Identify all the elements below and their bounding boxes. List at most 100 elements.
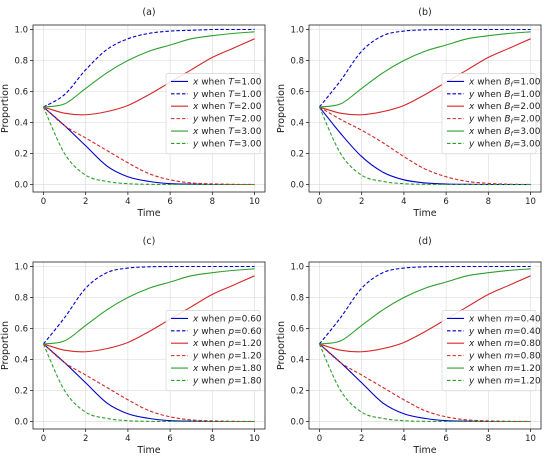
series-line-3	[43, 343, 255, 423]
y-tick-label: 0.4	[290, 355, 304, 365]
legend: x when T=1.00 y when T=1.00 x when T=2.00 y…	[165, 73, 262, 155]
y-tick-label: 0.8	[290, 57, 304, 67]
y-tick-label: 0.6	[14, 324, 28, 334]
legend-label: x when m=0.40	[468, 314, 541, 324]
y-tick-label: 0.8	[290, 294, 304, 304]
x-tick-label: 8	[210, 197, 215, 207]
series-line-5	[318, 106, 531, 186]
series-line-5	[42, 343, 255, 423]
y-tick-label: 0.6	[14, 87, 28, 97]
legend-label: y when Bf=2.00	[468, 115, 541, 126]
y-tick-label: 0.4	[14, 355, 28, 365]
y-axis-label: Proportion	[0, 84, 11, 133]
legend-label: y when p=1.80	[192, 376, 262, 386]
x-tick-label: 0	[41, 434, 46, 444]
legend-label: y when T=3.00	[192, 139, 262, 149]
panel-title: (b)	[418, 7, 431, 18]
plot-frame	[308, 24, 542, 193]
y-axis-label: Proportion	[0, 321, 11, 370]
x-tick-label: 4	[401, 197, 406, 207]
series-line-4	[319, 268, 531, 345]
legend-label: y when T=2.00	[192, 115, 262, 125]
legend-label: x when p=1.20	[192, 339, 262, 349]
legend-box	[441, 310, 537, 392]
y-axis-label: Proportion	[276, 321, 287, 370]
plot-frame	[32, 24, 266, 193]
legend-label: y when Bf=1.00	[468, 90, 541, 101]
plot-frame	[308, 261, 542, 430]
y-tick-label: 0.0	[290, 417, 304, 427]
y-tick-label: 0.8	[14, 57, 28, 67]
series-line-1	[319, 265, 531, 345]
x-axis-label: Time	[136, 445, 160, 456]
y-tick-label: 0.6	[290, 324, 304, 334]
panel-title: (c)	[143, 236, 156, 247]
x-tick-label: 2	[83, 197, 88, 207]
x-tick-label: 10	[249, 197, 260, 207]
x-tick-label: 10	[525, 197, 536, 207]
plot-frame	[32, 261, 266, 430]
chart-panel-a: 0 2 4 6 8 10 0.0 0.2 0.4 0.6 0.8 1.0 Time Proportion (…	[0, 7, 266, 219]
panel-title: (a)	[142, 7, 155, 18]
x-tick-label: 8	[486, 434, 491, 444]
x-tick-label: 6	[167, 197, 172, 207]
legend-label: y when m=0.40	[468, 327, 541, 337]
x-tick-label: 2	[359, 197, 364, 207]
series-line-4	[319, 31, 531, 108]
series-line-1	[43, 265, 255, 345]
chart-panel-d: 0 2 4 6 8 10 0.0 0.2 0.4 0.6 0.8 1.0 Time Proportion (…	[276, 236, 542, 456]
legend: x when Bf=1.00 y when Bf=1.00x when Bf=2.…	[441, 73, 541, 155]
series-line-5	[42, 106, 255, 186]
x-tick-label: 6	[443, 197, 448, 207]
legend-label: x when Bf=2.00	[468, 102, 541, 113]
legend-label: x when Bf=1.00	[468, 77, 541, 88]
x-axis-label: Time	[412, 445, 436, 456]
x-tick-label: 2	[83, 434, 88, 444]
series-line-1	[319, 28, 531, 108]
y-tick-label: 1.0	[14, 263, 28, 273]
legend-label: x when m=1.20	[468, 364, 541, 374]
legend-label: y when p=1.20	[192, 352, 262, 362]
x-axis-label: Time	[136, 208, 160, 219]
x-tick-label: 4	[125, 197, 130, 207]
series-line-2	[43, 38, 255, 116]
y-tick-label: 1.0	[290, 263, 304, 273]
legend-label: x when T=2.00	[192, 102, 262, 112]
legend-label: y when m=1.20	[468, 376, 541, 386]
legend: x when p=0.60 y when p=0.60 x when p=1.20 y…	[165, 310, 262, 392]
x-axis-label: Time	[412, 208, 436, 219]
legend-label: x when p=1.80	[192, 364, 262, 374]
series-line-2	[319, 275, 531, 353]
y-axis-label: Proportion	[276, 84, 287, 133]
x-tick-label: 10	[249, 434, 260, 444]
legend-label: y when m=0.80	[468, 352, 541, 362]
series-line-3	[319, 343, 531, 423]
y-tick-label: 0.6	[290, 87, 304, 97]
legend-label: y when p=0.60	[192, 327, 262, 337]
x-tick-label: 0	[317, 197, 322, 207]
series-line-4	[43, 268, 255, 345]
x-tick-label: 4	[401, 434, 406, 444]
legend-label: x when T=1.00	[192, 77, 262, 87]
series-line-2	[43, 275, 255, 353]
legend-box	[441, 73, 537, 155]
y-tick-label: 1.0	[14, 26, 28, 36]
y-tick-label: 0.4	[290, 118, 304, 128]
chart-panel-c: 0 2 4 6 8 10 0.0 0.2 0.4 0.6 0.8 1.0 Time Proportion (…	[0, 236, 266, 456]
y-tick-label: 0.4	[14, 118, 28, 128]
legend-label: x when m=0.80	[468, 339, 541, 349]
x-tick-label: 8	[486, 197, 491, 207]
series-line-2	[319, 38, 531, 116]
y-tick-label: 0.8	[14, 294, 28, 304]
y-tick-label: 0.2	[290, 386, 304, 396]
panel-title: (d)	[418, 236, 431, 247]
chart-panel-b: 0 2 4 6 8 10 0.0 0.2 0.4 0.6 0.8 1.0 Time Proportion (…	[276, 7, 542, 219]
legend-label: y when T=1.00	[192, 90, 262, 100]
y-tick-label: 0.0	[14, 180, 28, 190]
x-tick-label: 6	[167, 434, 172, 444]
x-tick-label: 2	[359, 434, 364, 444]
series-line-5	[318, 343, 531, 423]
x-tick-label: 10	[525, 434, 536, 444]
y-tick-label: 0.0	[290, 180, 304, 190]
